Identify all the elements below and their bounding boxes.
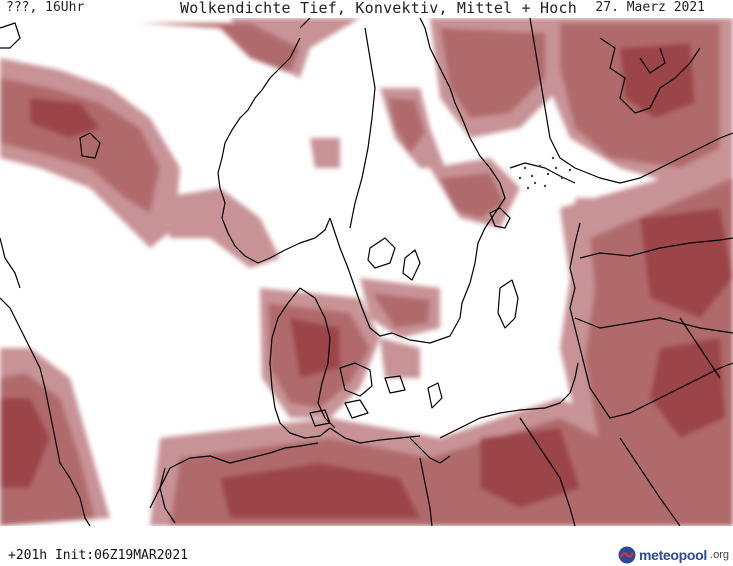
cloud-cover-map: [0, 18, 733, 526]
logo-name: meteopool: [638, 547, 708, 563]
meteopool-logo-icon: [618, 546, 636, 564]
map-footer: +201h Init:06Z19MAR2021 meteopool .org: [0, 527, 733, 566]
valid-time-label: ???, 16Uhr: [6, 0, 85, 15]
archipelago-detail: [518, 156, 572, 190]
cloud-density-layer: [0, 18, 733, 526]
map-title: Wolkendichte Tief, Konvektiv, Mittel + H…: [180, 0, 577, 17]
coastlines: [0, 18, 733, 526]
forecast-date: 27. Maerz 2021: [595, 0, 705, 15]
model-run-info: +201h Init:06Z19MAR2021: [8, 548, 189, 563]
map-canvas: [0, 18, 733, 526]
meteopool-logo[interactable]: meteopool .org: [618, 545, 729, 565]
map-header: ???, 16Uhr Wolkendichte Tief, Konvektiv,…: [0, 0, 733, 18]
logo-tld: .org: [710, 549, 729, 561]
